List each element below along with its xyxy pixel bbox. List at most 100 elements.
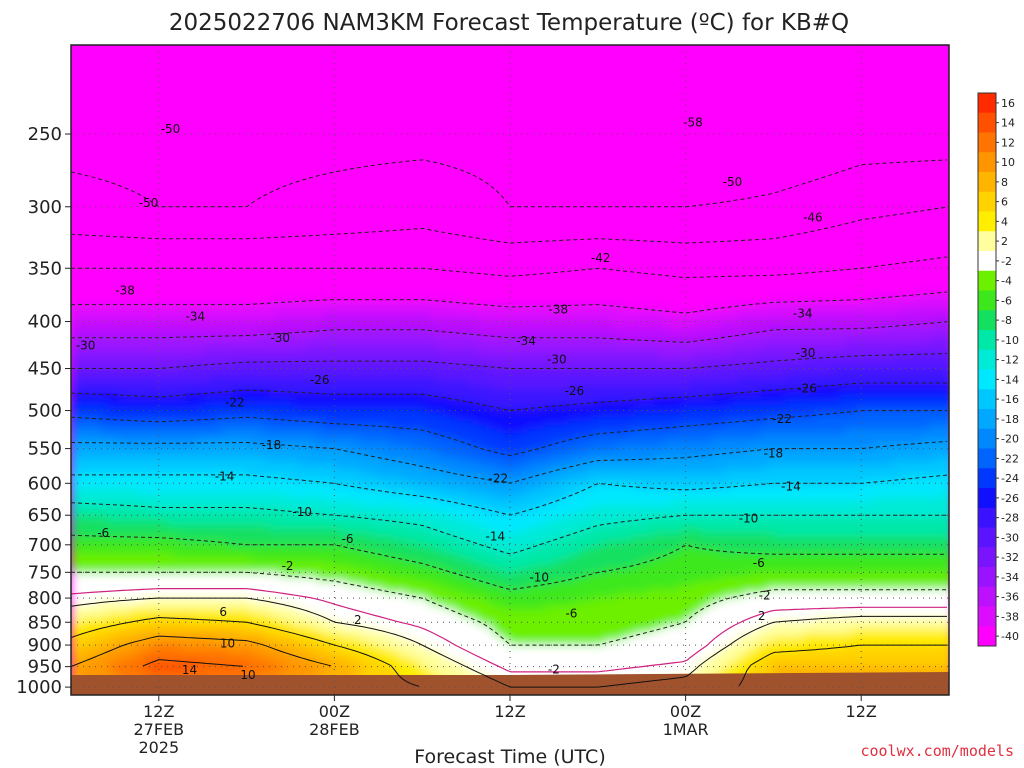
colorbar-swatch bbox=[978, 330, 996, 351]
isotherm--10 bbox=[71, 502, 947, 555]
colorbar-swatch bbox=[978, 290, 996, 311]
contour-label: -34 bbox=[516, 334, 536, 348]
colorbar-swatch bbox=[978, 586, 996, 607]
colorbar-tick-label: -6 bbox=[1001, 294, 1012, 307]
contour-label: -6 bbox=[342, 532, 354, 546]
contour-label: -26 bbox=[797, 381, 817, 395]
contour-label: -22 bbox=[225, 396, 245, 410]
contour-label: -50 bbox=[723, 175, 743, 189]
pressure-tick-label: 950 bbox=[28, 657, 62, 678]
pressure-tick-label: 250 bbox=[28, 124, 62, 145]
contour-label: -2 bbox=[548, 663, 560, 677]
colorbar-tick-label: -34 bbox=[1001, 571, 1019, 584]
time-tick-label: 00Z bbox=[670, 702, 701, 721]
colorbar-swatch bbox=[978, 389, 996, 410]
contour-label: -22 bbox=[772, 412, 792, 426]
colorbar-swatch bbox=[978, 191, 996, 212]
isotherm--14 bbox=[71, 474, 948, 516]
colorbar-tick-label: -30 bbox=[1001, 531, 1019, 544]
contour-label: -30 bbox=[547, 353, 567, 367]
contour-label: -34 bbox=[186, 310, 206, 324]
site-credit: coolwx.com/models bbox=[860, 742, 1014, 760]
colorbar-tick-label: 4 bbox=[1001, 215, 1008, 228]
colorbar-swatch bbox=[978, 369, 996, 390]
pressure-tick-label: 450 bbox=[28, 359, 62, 380]
colorbar-tick-label: -36 bbox=[1001, 591, 1019, 604]
colorbar-swatch bbox=[978, 231, 996, 252]
colorbar-tick-label: -16 bbox=[1001, 393, 1019, 406]
colorbar-swatch bbox=[978, 547, 996, 568]
isotherm--42 bbox=[71, 256, 948, 279]
colorbar-tick-label: -40 bbox=[1001, 630, 1019, 643]
pressure-tick-label: 850 bbox=[28, 612, 62, 633]
pressure-tick-label: 600 bbox=[28, 473, 62, 494]
ground-surface bbox=[71, 675, 949, 695]
colorbar-swatch bbox=[978, 270, 996, 291]
colorbar-tick-label: 10 bbox=[1001, 156, 1015, 169]
colorbar-swatch bbox=[978, 527, 996, 548]
contour-label: 2 bbox=[758, 609, 766, 623]
time-tick-label: 2025 bbox=[138, 738, 179, 757]
colorbar-tick-label: 14 bbox=[1001, 117, 1015, 130]
ground-slope bbox=[71, 672, 949, 681]
colorbar-tick-label: -14 bbox=[1001, 373, 1019, 386]
contour-label: -10 bbox=[292, 505, 312, 519]
colorbar-tick-label: -22 bbox=[1001, 452, 1019, 465]
contour-label: 6 bbox=[219, 605, 227, 619]
colorbar-tick-label: -4 bbox=[1001, 275, 1012, 288]
chart-title: 2025022706 NAM3KM Forecast Temperature (… bbox=[169, 10, 849, 36]
pressure-tick-label: 400 bbox=[28, 312, 62, 333]
contour-label: -58 bbox=[683, 116, 703, 130]
isotherm-6 bbox=[71, 616, 947, 687]
colorbar-tick-label: 16 bbox=[1001, 97, 1015, 110]
colorbar-swatch bbox=[978, 606, 996, 627]
contour-label: -26 bbox=[310, 373, 330, 387]
colorbar-tick-label: -20 bbox=[1001, 433, 1019, 446]
isotherm--34 bbox=[71, 321, 948, 343]
contour-label: -10 bbox=[739, 511, 759, 525]
colorbar-swatch bbox=[978, 93, 996, 114]
pressure-tick-label: 900 bbox=[28, 635, 62, 656]
pressure-tick-label: 800 bbox=[28, 588, 62, 609]
contour-label: -50 bbox=[139, 196, 159, 210]
contour-label: -38 bbox=[548, 302, 568, 316]
contour-label: -46 bbox=[803, 210, 823, 224]
time-tick-label: 1MAR bbox=[663, 720, 709, 739]
temperature-field bbox=[71, 45, 949, 695]
isotherm--18 bbox=[71, 440, 948, 484]
contour-label: -14 bbox=[781, 480, 801, 494]
time-tick-label: 00Z bbox=[319, 702, 350, 721]
colorbar-swatch bbox=[978, 211, 996, 232]
contour-label: -30 bbox=[796, 346, 816, 360]
colorbar-tick-label: -28 bbox=[1001, 512, 1019, 525]
colorbar-swatch bbox=[978, 567, 996, 588]
contour-label: -6 bbox=[753, 556, 765, 570]
contour-label: -6 bbox=[565, 607, 577, 621]
colorbar: 16 14 12 10 8 6 4 2 -2 -4 -6 -8 -10 -12 -14 -16 -18 -20 -2… bbox=[977, 92, 1019, 647]
contour-label: -50 bbox=[161, 122, 181, 136]
contour-label: -14 bbox=[486, 530, 506, 544]
isotherm--38 bbox=[71, 291, 948, 314]
colorbar-swatch bbox=[978, 112, 996, 133]
colorbar-tick-label: -38 bbox=[1001, 610, 1019, 623]
colorbar-swatch bbox=[978, 152, 996, 173]
isotherm-2 bbox=[71, 597, 947, 688]
contour-label: -22 bbox=[488, 472, 508, 486]
isotherm-10 bbox=[71, 635, 332, 668]
pressure-tick-label: 750 bbox=[28, 562, 62, 583]
pressure-tick-label: 650 bbox=[28, 505, 62, 526]
pressure-tick-label: 300 bbox=[28, 197, 62, 218]
colorbar-swatch bbox=[978, 488, 996, 509]
time-tick-label: 27FEB bbox=[133, 720, 184, 739]
pressure-tick-label: 1000 bbox=[16, 677, 62, 698]
contour-label: -42 bbox=[591, 251, 611, 265]
colorbar-swatch bbox=[978, 251, 996, 272]
colorbar-swatch bbox=[978, 428, 996, 449]
isotherm--22 bbox=[71, 410, 947, 457]
contour-label: 14 bbox=[182, 663, 197, 677]
pressure-tick-label: 700 bbox=[28, 535, 62, 556]
colorbar-tick-label: 2 bbox=[1001, 235, 1008, 248]
colorbar-swatch bbox=[978, 626, 996, 647]
contour-label: -10 bbox=[529, 571, 549, 585]
contour-label: -18 bbox=[262, 438, 282, 452]
